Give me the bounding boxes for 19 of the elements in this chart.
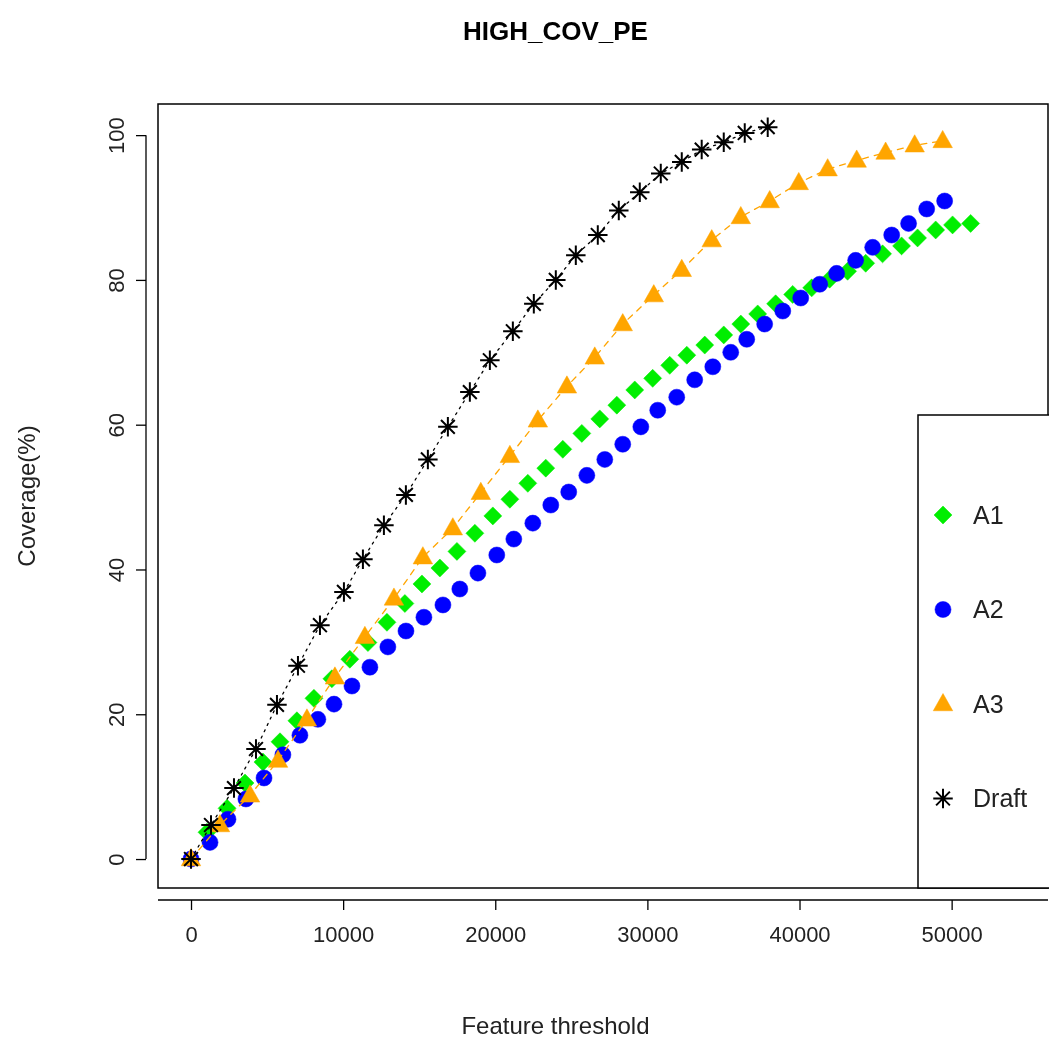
legend-label: A2 (973, 595, 1004, 624)
x-axis-title: Feature threshold (461, 1012, 650, 1039)
y-tick-label: 60 (103, 412, 129, 438)
legend-label: A1 (973, 500, 1004, 529)
x-tick-label: 50000 (921, 921, 983, 947)
legend-label: A3 (973, 689, 1004, 718)
y-tick-label: 0 (103, 853, 129, 866)
x-tick-label: 0 (185, 921, 198, 947)
x-tick-label: 10000 (313, 921, 375, 947)
y-axis-title: Coverage(%) (13, 425, 40, 567)
y-tick-label: 40 (103, 557, 129, 583)
y-tick-label: 100 (103, 117, 129, 154)
chart-title: HIGH_COV_PE (463, 16, 648, 46)
y-tick-label: 80 (103, 268, 129, 293)
x-tick-label: 20000 (465, 921, 527, 947)
legend-label: Draft (973, 784, 1028, 813)
x-tick-label: 40000 (769, 921, 831, 947)
x-tick-label: 30000 (617, 921, 679, 947)
y-tick-label: 20 (103, 702, 129, 727)
